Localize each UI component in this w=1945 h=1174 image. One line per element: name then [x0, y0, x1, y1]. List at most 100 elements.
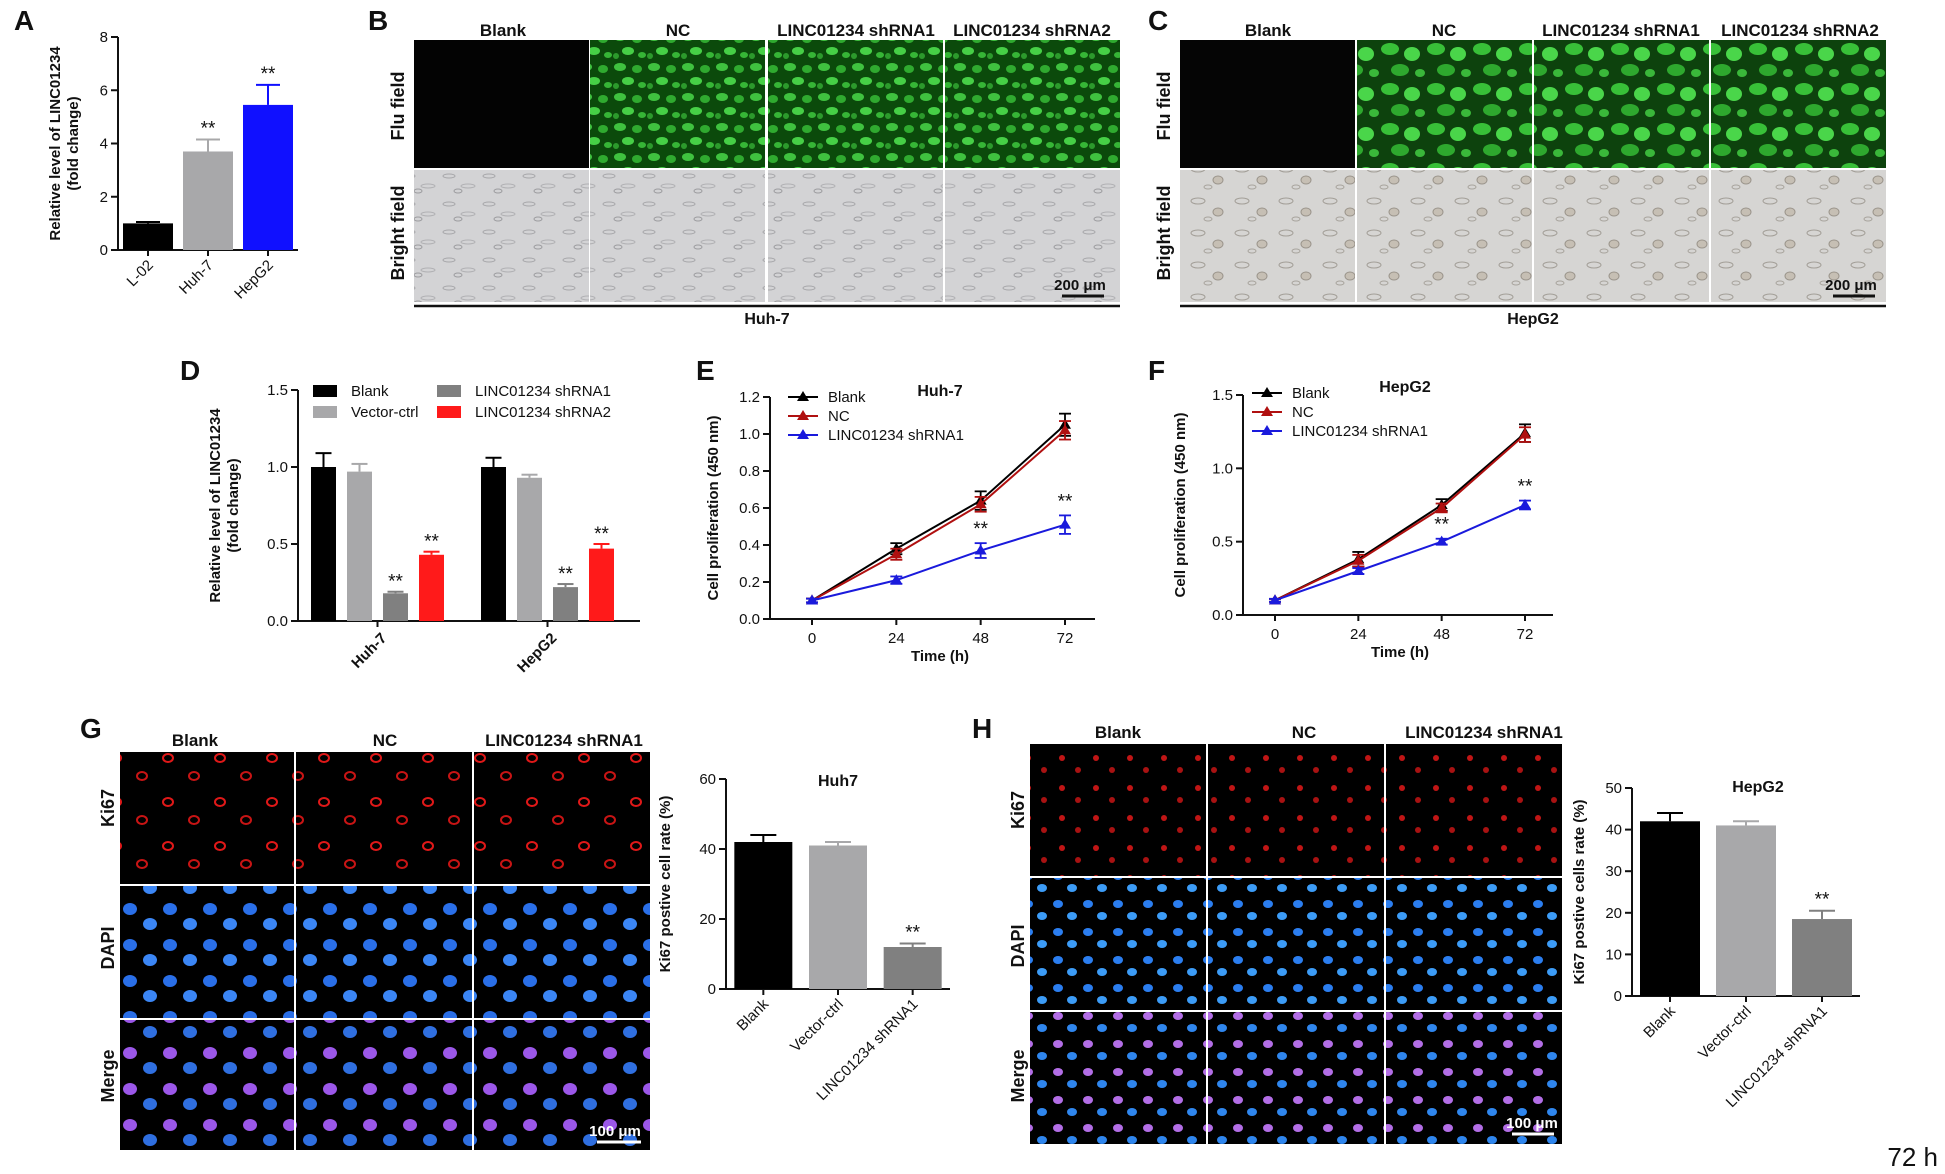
bar-hepg2-blank — [481, 467, 506, 621]
bar-hepg2-linc01234-shrna2 — [589, 548, 614, 621]
h-img-dapi-nc — [1208, 878, 1384, 1010]
significance-mark: ** — [388, 572, 403, 593]
y-tick-label: 0.2 — [739, 574, 760, 591]
legend-marker — [797, 429, 809, 439]
chart-e: 0.0 0.2 0.4 0.6 0.8 1.0 1.2 Cell proliferation … — [705, 383, 1095, 665]
y-axis-title: Relative level of LINC01234(fold change) — [47, 46, 82, 241]
b-img-bright-shrna1 — [768, 170, 943, 302]
legend-swatch — [437, 385, 461, 397]
x-tick-label: Vector-ctrl — [787, 996, 847, 1056]
y-axis-title: Ki67 postive cells rate (%) — [1571, 799, 1588, 984]
x-tick-label: 0 — [808, 630, 816, 647]
y-axis-title: Cell proliferation (450 nm) — [1172, 412, 1189, 597]
c-col-nc: NC — [1432, 21, 1457, 40]
b-col-nc: NC — [666, 21, 691, 40]
legend-marker — [1261, 406, 1273, 416]
y-tick-label: 40 — [699, 841, 716, 858]
x-axis-title: Time (h) — [911, 648, 969, 665]
series-line-blank — [811, 424, 1066, 602]
h-img-merge-shrna1 — [1386, 1012, 1562, 1144]
x-tick-label: 72 — [1057, 630, 1074, 647]
legend-label: Blank — [828, 389, 866, 406]
series-line-linc01234-shrna1 — [811, 523, 1066, 602]
data-point — [890, 542, 903, 553]
b-img-flu-shrna1 — [768, 40, 943, 168]
c-row-flu: Flu field — [1154, 72, 1174, 141]
chart-title: HepG2 — [1732, 779, 1784, 796]
h-col-nc: NC — [1292, 723, 1317, 742]
x-tick-label: 72 — [1517, 626, 1534, 643]
y-tick-label: 20 — [1605, 905, 1622, 922]
c-img-bright-shrna1 — [1534, 170, 1709, 302]
panel-g-micrographs: Blank NC LINC01234 shRNA1 Ki67 DAPI Merg… — [98, 731, 650, 1150]
x-tick-label: 48 — [1433, 626, 1450, 643]
y-tick-label: 0.4 — [739, 537, 760, 554]
chart-title: HepG2 — [1379, 379, 1431, 396]
x-tick-label: 24 — [1350, 626, 1367, 643]
c-img-flu-shrna2 — [1711, 40, 1886, 168]
b-img-flu-blank — [414, 40, 589, 168]
series-line-nc — [1274, 433, 1526, 602]
b-img-bright-shrna2 — [945, 170, 1120, 302]
y-tick-label: 40 — [1605, 822, 1622, 839]
h-img-dapi-blank — [1030, 878, 1206, 1010]
y-tick-label: 10 — [1605, 946, 1622, 963]
h-col-shrna1: LINC01234 shRNA1 — [1405, 723, 1563, 742]
chart-h: 0 10 20 30 40 50 Ki67 postive cells rate (%) Bl… — [1571, 779, 1860, 1111]
significance-mark: ** — [201, 119, 216, 140]
significance-mark: ** — [1518, 477, 1533, 498]
y-tick-label: 4 — [100, 136, 108, 153]
c-img-flu-shrna1 — [1534, 40, 1709, 168]
bar-blank — [734, 842, 793, 989]
b-col-shrna2: LINC01234 shRNA2 — [953, 21, 1111, 40]
g-img-merge-nc — [296, 1020, 472, 1150]
y-axis-title: Ki67 postive cell rate (%) — [657, 796, 674, 973]
panel-letter-g: G — [80, 713, 102, 744]
panel-letter-h: H — [972, 713, 992, 744]
y-tick-label: 1.2 — [739, 389, 760, 406]
y-tick-label: 1.0 — [739, 426, 760, 443]
g-img-merge-shrna1 — [474, 1020, 650, 1150]
x-tick-label: Blank — [1640, 1002, 1679, 1041]
panel-letter-d: D — [180, 355, 200, 386]
g-col-shrna1: LINC01234 shRNA1 — [485, 731, 643, 750]
g-img-merge-blank — [120, 1020, 294, 1150]
x-tick-label: Vector-ctrl — [1695, 1003, 1755, 1063]
b-img-flu-nc — [590, 40, 765, 168]
data-point — [1352, 554, 1365, 565]
h-img-ki67-nc — [1208, 744, 1384, 876]
panel-letter-b: B — [368, 5, 388, 36]
h-img-merge-nc — [1208, 1012, 1384, 1144]
significance-mark: ** — [1434, 515, 1449, 536]
y-tick-label: 50 — [1605, 780, 1622, 797]
bar-huh-7-vector-ctrl — [347, 471, 372, 621]
y-tick-label: 0.0 — [1212, 607, 1233, 624]
b-img-flu-shrna2 — [945, 40, 1120, 168]
y-tick-label: 2 — [100, 189, 108, 206]
data-point — [1059, 424, 1071, 435]
chart-f: 0.0 0.5 1.0 1.5 Cell proliferation (450 nm) 0… — [1172, 379, 1553, 661]
g-img-ki67-shrna1 — [474, 752, 650, 884]
x-tick-label: 48 — [972, 630, 989, 647]
g-img-dapi-nc — [296, 886, 472, 1018]
b-col-blank: Blank — [480, 21, 527, 40]
bar-huh-7 — [183, 151, 233, 250]
y-tick-label: 20 — [699, 911, 716, 928]
y-tick-label: 0 — [1614, 988, 1622, 1005]
h-img-ki67-blank — [1030, 744, 1206, 876]
bar-l-02 — [123, 223, 173, 250]
h-row-merge: Merge — [1008, 1049, 1028, 1102]
y-tick-label: 0 — [100, 242, 108, 259]
bar-linc01234-shrna1 — [883, 947, 942, 989]
chart-g: 0 20 40 60 Ki67 postive cell rate (%) Blank Ve… — [657, 771, 950, 1104]
g-col-blank: Blank — [172, 731, 219, 750]
significance-mark: ** — [1058, 491, 1073, 512]
c-img-flu-nc — [1357, 40, 1532, 168]
panel-letter-a: A — [14, 5, 34, 36]
significance-mark: ** — [594, 524, 609, 545]
chart-title: Huh7 — [818, 773, 858, 790]
y-tick-label: 1.0 — [1212, 460, 1233, 477]
bar-vector-ctrl — [1716, 825, 1776, 996]
legend-swatch — [313, 406, 337, 418]
